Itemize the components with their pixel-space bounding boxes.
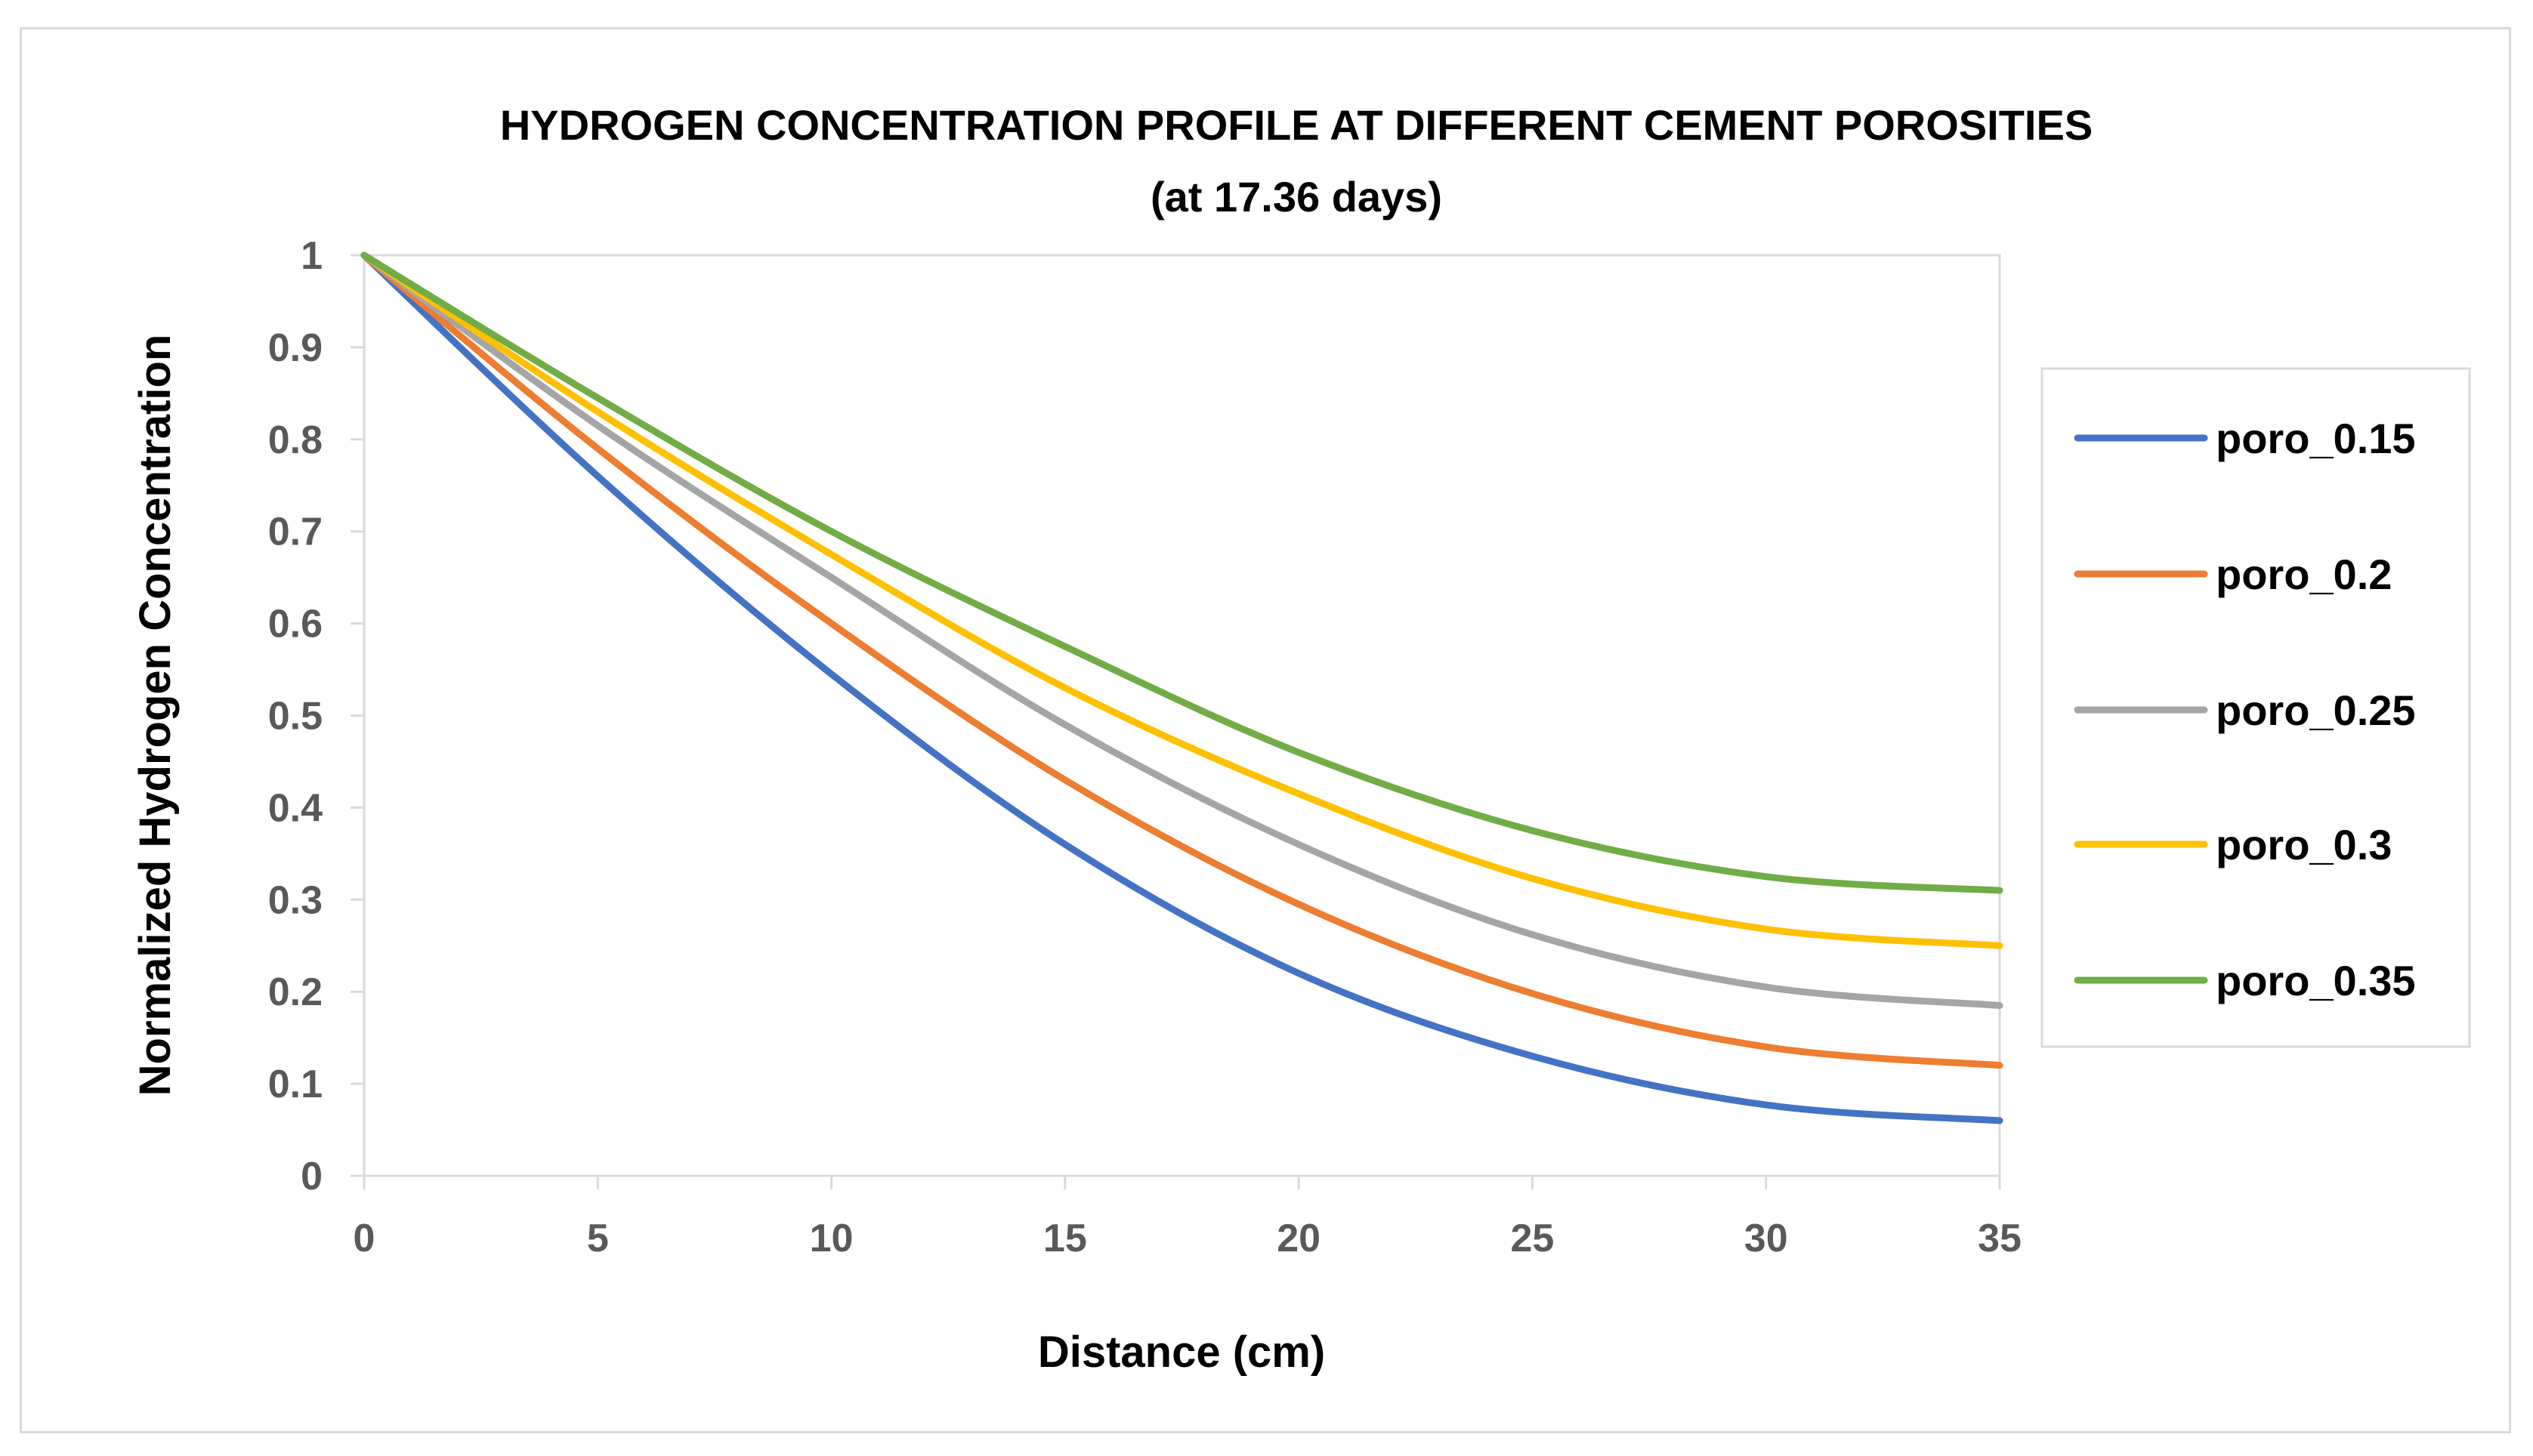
x-tick-label: 5 <box>587 1217 609 1260</box>
legend-label: poro_0.25 <box>2216 686 2416 734</box>
y-tick-label: 0 <box>301 1155 323 1198</box>
y-tick-label: 0.1 <box>268 1063 323 1106</box>
axes: 00.10.20.30.40.50.60.70.80.910 5 10 15 20 25 3… <box>268 234 2022 1260</box>
legend-label: poro_0.15 <box>2216 415 2416 462</box>
chart-subtitle: (at 17.36 days) <box>1151 173 1442 221</box>
x-tick-label: 30 <box>1744 1217 1788 1260</box>
y-axis-title: Normalized Hydrogen Concentration <box>131 335 180 1097</box>
x-tick-label: 35 <box>1978 1217 2022 1260</box>
series-lines <box>360 251 2003 1124</box>
series-line-poro_0.25 <box>360 251 2003 1009</box>
y-tick-label: 1 <box>301 234 323 278</box>
legend-label: poro_0.3 <box>2216 821 2392 868</box>
x-axis-title: Distance (cm) <box>1038 1328 1325 1377</box>
y-tick-label: 0.2 <box>268 970 323 1014</box>
x-tick-label: 10 <box>810 1217 854 1260</box>
series-line-poro_0.35 <box>360 251 2003 894</box>
y-tick-label: 0.4 <box>268 786 323 830</box>
y-tick-label: 0.7 <box>268 511 323 554</box>
series-line-poro_0.2 <box>360 251 2003 1069</box>
x-tick-label: 20 <box>1277 1217 1321 1260</box>
legend-label: poro_0.2 <box>2216 551 2392 598</box>
series-line-poro_0.15 <box>360 251 2003 1124</box>
legend-label: poro_0.35 <box>2216 957 2416 1004</box>
y-tick-label: 0.9 <box>268 326 323 370</box>
y-tick-label: 0.5 <box>268 695 323 739</box>
y-tick-label: 0.8 <box>268 418 323 462</box>
x-tick-label: 0 <box>354 1217 375 1260</box>
y-tick-label: 0.6 <box>268 603 323 646</box>
x-tick-label: 25 <box>1511 1217 1555 1260</box>
chart-title: HYDROGEN CONCENTRATION PROFILE AT DIFFER… <box>500 101 2093 149</box>
series-line-poro_0.3 <box>360 251 2003 949</box>
x-tick-label: 15 <box>1043 1217 1087 1260</box>
plot-area <box>363 254 2001 1177</box>
legend: poro_0.15 poro_0.2 poro_0.25 poro_0.3 poro_0… <box>2074 415 2416 1004</box>
y-tick-label: 0.3 <box>268 878 323 922</box>
